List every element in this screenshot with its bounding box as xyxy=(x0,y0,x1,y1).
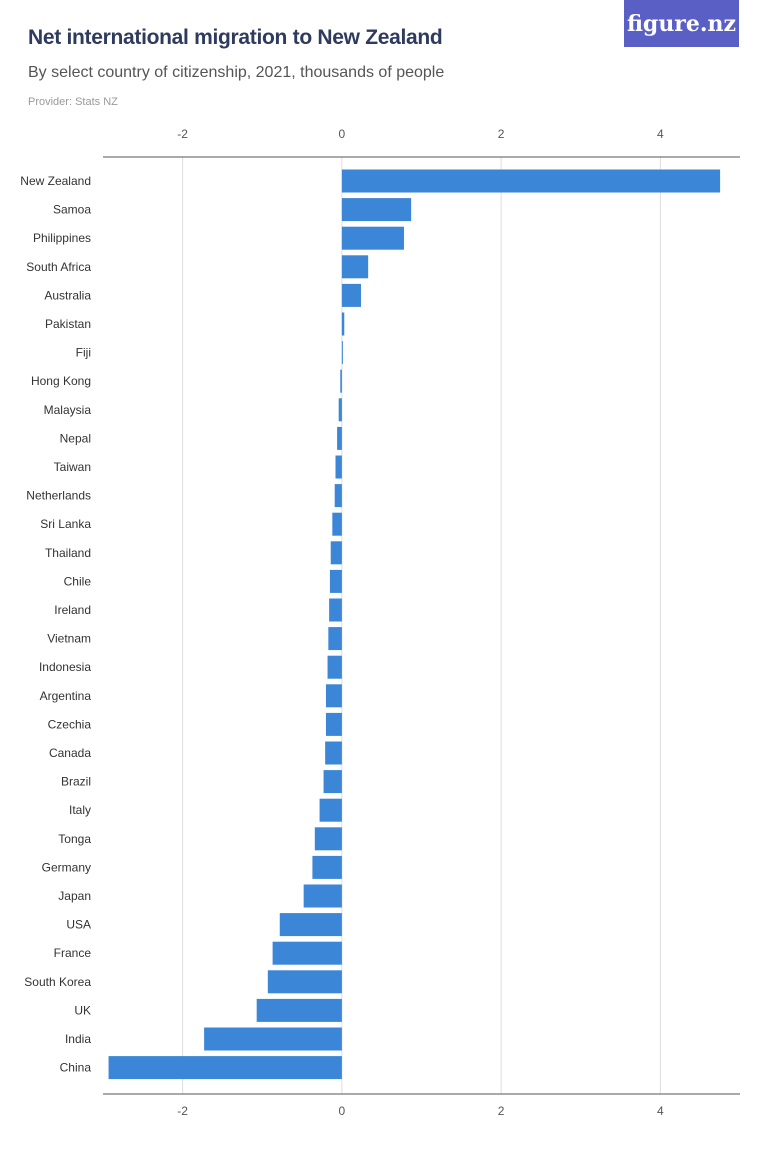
category-label: Fiji xyxy=(76,346,91,360)
figure-nz-logo[interactable]: figure.nz xyxy=(624,0,739,47)
bar xyxy=(314,827,342,851)
chart-subtitle: By select country of citizenship, 2021, … xyxy=(28,64,445,81)
category-label: Hong Kong xyxy=(31,374,91,388)
bar xyxy=(340,369,342,393)
bar xyxy=(341,312,345,336)
bar xyxy=(341,341,343,365)
category-label: Germany xyxy=(42,860,91,874)
bar xyxy=(327,655,342,679)
bar xyxy=(332,512,342,536)
category-label: Malaysia xyxy=(44,403,92,417)
bar xyxy=(256,998,342,1022)
category-label: Czechia xyxy=(48,717,92,731)
category-label: USA xyxy=(66,918,91,932)
bar xyxy=(338,398,342,422)
bar xyxy=(325,741,342,765)
bar xyxy=(204,1027,342,1051)
category-label: Netherlands xyxy=(26,489,91,503)
bar xyxy=(328,627,342,651)
category-label: Italy xyxy=(69,803,91,817)
category-label: Taiwan xyxy=(54,460,91,474)
bar xyxy=(319,798,342,822)
category-label: Argentina xyxy=(40,689,92,703)
category-label: Indonesia xyxy=(39,660,91,674)
bottom-tick-label: 2 xyxy=(498,1104,505,1118)
category-label: China xyxy=(60,1061,92,1075)
bar xyxy=(108,1056,342,1080)
bar xyxy=(267,970,342,994)
category-label: Thailand xyxy=(45,546,91,560)
bottom-tick-label: 4 xyxy=(657,1104,664,1118)
bottom-tick-label: 0 xyxy=(339,1104,346,1118)
category-label: Canada xyxy=(49,746,91,760)
category-label: France xyxy=(54,946,92,960)
bar xyxy=(341,198,412,222)
category-label: South Korea xyxy=(24,975,91,989)
data-provider: Provider: Stats NZ xyxy=(28,96,118,108)
category-label: Philippines xyxy=(33,231,91,245)
bar xyxy=(329,598,342,622)
category-label: UK xyxy=(74,1003,91,1017)
bar xyxy=(330,541,342,565)
category-label: Brazil xyxy=(61,775,91,789)
top-tick-label: 2 xyxy=(498,127,505,141)
category-label: Nepal xyxy=(60,431,91,445)
top-tick-label: -2 xyxy=(177,127,188,141)
top-tick-label: 0 xyxy=(339,127,346,141)
bar xyxy=(335,455,342,479)
category-label: Vietnam xyxy=(47,632,91,646)
bar xyxy=(325,712,342,736)
bar xyxy=(272,941,342,965)
category-label: Japan xyxy=(58,889,91,903)
bottom-tick-label: -2 xyxy=(177,1104,188,1118)
category-label: Samoa xyxy=(53,203,91,217)
category-label: Australia xyxy=(44,288,91,302)
category-label: South Africa xyxy=(26,260,91,274)
bar xyxy=(341,283,361,307)
bar xyxy=(337,426,342,450)
bar xyxy=(341,226,404,250)
category-label: India xyxy=(65,1032,91,1046)
category-label: Chile xyxy=(64,574,92,588)
bar xyxy=(341,255,369,279)
bar xyxy=(334,484,342,508)
bar xyxy=(312,855,342,879)
chart-title: Net international migration to New Zeala… xyxy=(28,26,443,49)
top-tick-label: 4 xyxy=(657,127,664,141)
category-label: Tonga xyxy=(58,832,91,846)
bar xyxy=(329,569,342,593)
category-label: New Zealand xyxy=(20,174,91,188)
bar xyxy=(279,913,342,937)
bar xyxy=(303,884,342,908)
bar xyxy=(341,169,721,193)
category-label: Pakistan xyxy=(45,317,91,331)
category-label: Sri Lanka xyxy=(40,517,91,531)
bar xyxy=(325,684,342,708)
category-label: Ireland xyxy=(54,603,91,617)
bar xyxy=(323,770,342,794)
